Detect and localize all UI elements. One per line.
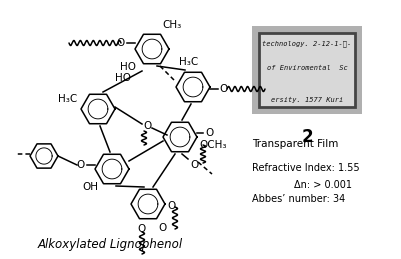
Text: O: O bbox=[219, 84, 227, 94]
Text: Abbes’ number: 34: Abbes’ number: 34 bbox=[251, 195, 344, 205]
Text: O: O bbox=[158, 223, 166, 233]
Text: H₃C: H₃C bbox=[58, 94, 77, 104]
Text: O: O bbox=[205, 128, 213, 138]
Text: O: O bbox=[144, 121, 152, 131]
Text: O: O bbox=[190, 160, 198, 170]
Text: of Enviromental  Sc: of Enviromental Sc bbox=[266, 65, 346, 71]
Text: 2: 2 bbox=[300, 128, 312, 146]
Text: O: O bbox=[77, 160, 85, 170]
Text: O: O bbox=[166, 201, 175, 211]
Bar bbox=[258, 33, 354, 107]
Text: Δn: > 0.001: Δn: > 0.001 bbox=[293, 179, 351, 190]
Text: O: O bbox=[116, 38, 125, 48]
Text: H₃C: H₃C bbox=[179, 57, 198, 67]
Text: OH: OH bbox=[82, 182, 98, 192]
Text: Transparent Film: Transparent Film bbox=[251, 139, 338, 149]
Text: Refractive Index: 1.55: Refractive Index: 1.55 bbox=[251, 163, 359, 173]
Text: Alkoxylated Lignophenol: Alkoxylated Lignophenol bbox=[37, 238, 182, 251]
Text: OCH₃: OCH₃ bbox=[198, 140, 226, 150]
Text: technology. 2-12-1-②-: technology. 2-12-1-②- bbox=[262, 41, 351, 47]
Text: ersity. 1577 Kuri: ersity. 1577 Kuri bbox=[270, 97, 342, 103]
Bar bbox=[251, 26, 361, 114]
Text: CH₃: CH₃ bbox=[162, 20, 181, 30]
Text: HO: HO bbox=[120, 62, 136, 72]
Text: HO: HO bbox=[115, 73, 131, 83]
Text: O: O bbox=[138, 224, 146, 234]
